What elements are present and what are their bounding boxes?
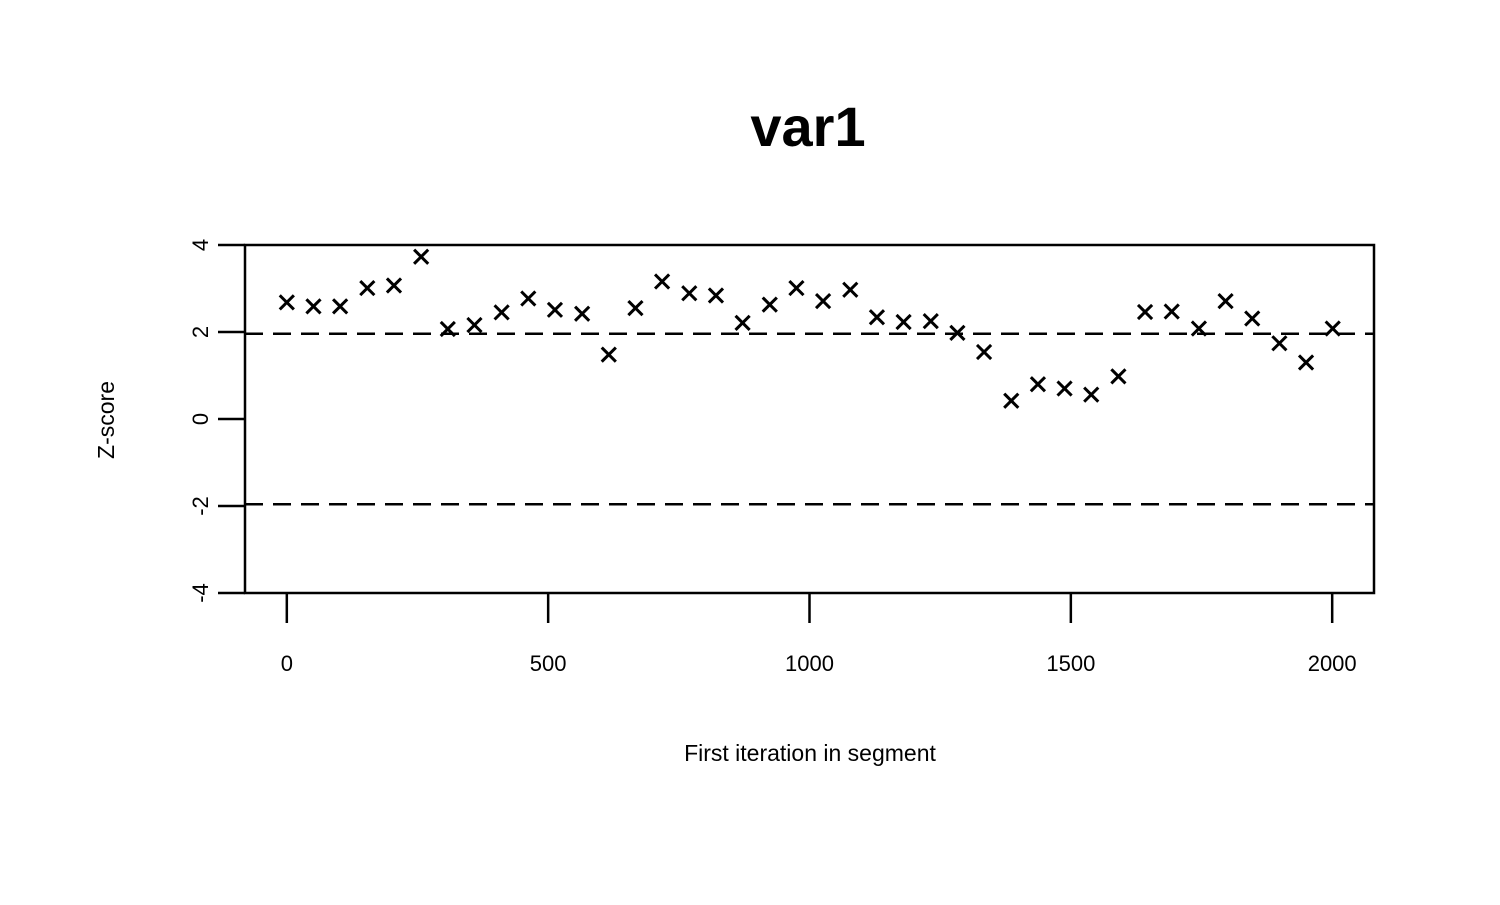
- y-tick-label: 2: [188, 326, 213, 338]
- data-point: [439, 320, 456, 338]
- data-point: [895, 313, 912, 331]
- data-point: [546, 301, 564, 318]
- plot-area: 0 500 1000 1500 2000 -4 -2 0 2 4: [188, 239, 1376, 676]
- data-point-stroke: [653, 273, 671, 290]
- data-point-stroke: [975, 343, 993, 361]
- x-tick-label: 0: [281, 651, 293, 676]
- data-point: [1297, 354, 1315, 371]
- data-point: [413, 248, 430, 265]
- data-point: [922, 313, 939, 330]
- x-tick-label: 1000: [785, 651, 834, 676]
- x-tick-label: 500: [530, 651, 567, 676]
- x-axis-title: First iteration in segment: [684, 740, 936, 766]
- plot-frame: [243, 243, 1376, 595]
- data-point-stroke: [1056, 380, 1073, 397]
- data-point-stroke: [493, 304, 510, 321]
- data-point: [788, 279, 805, 297]
- data-point: [520, 290, 537, 307]
- data-point-stroke: [1324, 320, 1341, 337]
- data-point: [1029, 376, 1047, 393]
- data-point-stroke: [814, 292, 832, 310]
- data-point-stroke: [895, 313, 912, 331]
- data-point: [761, 296, 778, 313]
- data-point: [949, 324, 966, 341]
- data-point: [681, 285, 698, 302]
- data-point: [1324, 320, 1341, 337]
- data-point-stroke: [1271, 335, 1288, 352]
- data-point-stroke: [305, 298, 322, 315]
- data-point: [466, 316, 483, 334]
- data-point: [305, 298, 322, 315]
- data-point-stroke: [359, 279, 376, 297]
- data-point-stroke: [707, 287, 725, 304]
- data-point: [359, 279, 376, 297]
- data-point-stroke: [413, 248, 430, 265]
- y-tick-label: 0: [188, 413, 213, 425]
- data-point-stroke: [520, 290, 537, 307]
- data-point-stroke: [278, 294, 295, 311]
- data-point-stroke: [842, 281, 859, 298]
- data-point: [574, 305, 591, 322]
- data-point-stroke: [788, 279, 805, 297]
- data-point: [493, 304, 510, 321]
- data-point: [734, 314, 751, 331]
- x-tick-label: 2000: [1308, 651, 1357, 676]
- data-point-stroke: [1190, 320, 1208, 337]
- data-point-stroke: [385, 277, 403, 294]
- data-point: [1136, 303, 1154, 321]
- data-point-stroke: [466, 316, 483, 334]
- data-point: [1003, 392, 1020, 409]
- data-point-stroke: [1297, 354, 1315, 371]
- data-point: [975, 343, 993, 361]
- data-point-stroke: [1029, 376, 1047, 393]
- data-point-stroke: [600, 346, 617, 363]
- data-point-stroke: [868, 309, 886, 326]
- data-point-stroke: [1136, 303, 1154, 321]
- data-point: [627, 299, 644, 317]
- data-point-stroke: [1217, 292, 1234, 310]
- y-tick-label: 4: [188, 239, 213, 251]
- data-point: [1056, 380, 1073, 397]
- data-point: [278, 294, 295, 311]
- data-point: [1163, 303, 1180, 320]
- data-point: [842, 281, 859, 298]
- data-point-stroke: [439, 320, 456, 338]
- data-point-stroke: [1083, 386, 1100, 403]
- data-point-stroke: [734, 314, 751, 331]
- data-point-stroke: [922, 313, 939, 330]
- y-tick-label: -2: [188, 496, 213, 516]
- data-point-stroke: [627, 299, 644, 317]
- data-point: [1110, 368, 1127, 385]
- data-point: [1083, 386, 1100, 403]
- data-point: [653, 273, 671, 290]
- data-point-stroke: [1003, 392, 1020, 409]
- data-point: [707, 287, 725, 304]
- data-point: [385, 277, 403, 294]
- data-point-stroke: [574, 305, 591, 322]
- y-axis-title: Z-score: [93, 381, 119, 459]
- data-point-stroke: [761, 296, 778, 313]
- data-point: [332, 298, 349, 315]
- data-point-stroke: [1244, 310, 1261, 327]
- x-tick-label: 1500: [1046, 651, 1095, 676]
- data-point: [868, 309, 886, 326]
- data-point: [1190, 320, 1208, 337]
- data-point-stroke: [949, 324, 966, 341]
- data-point: [814, 292, 832, 310]
- data-point-stroke: [681, 285, 698, 302]
- data-point-stroke: [546, 301, 564, 318]
- data-point: [1244, 310, 1261, 327]
- chart-title: var1: [750, 95, 865, 158]
- data-point-stroke: [332, 298, 349, 315]
- data-point-stroke: [1110, 368, 1127, 385]
- data-point: [1217, 292, 1234, 310]
- data-point: [600, 346, 617, 363]
- data-point-stroke: [1163, 303, 1180, 320]
- data-point: [1271, 335, 1288, 352]
- y-tick-label: -4: [188, 583, 213, 603]
